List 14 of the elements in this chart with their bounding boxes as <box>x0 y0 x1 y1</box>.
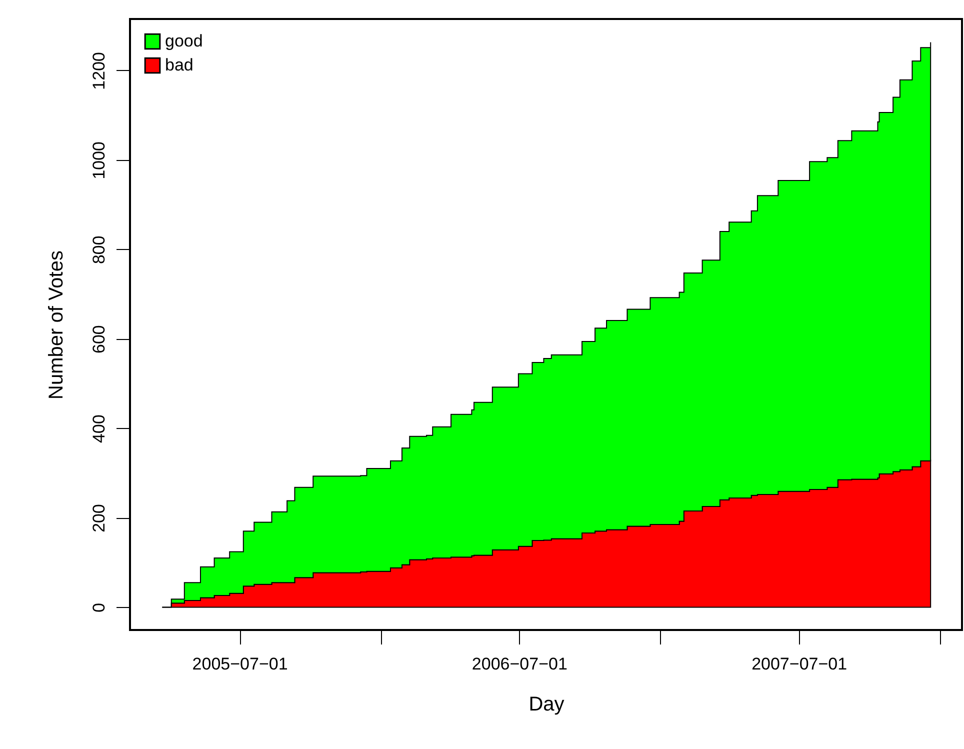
y-tick-label: 400 <box>90 414 108 443</box>
y-axis-title: Number of Votes <box>46 250 68 400</box>
y-tick-label: 0 <box>90 602 108 612</box>
legend-label: bad <box>165 56 194 74</box>
y-tick-label: 800 <box>90 236 108 264</box>
x-tick-label: 2005−07−01 <box>192 654 288 674</box>
y-tick-label: 600 <box>90 325 108 354</box>
x-tick-label: 2006−07−01 <box>472 654 568 674</box>
y-tick-label: 1200 <box>90 52 108 90</box>
legend-label: good <box>165 32 203 50</box>
x-tick-label: 2007−07−01 <box>752 654 848 674</box>
x-axis-title: Day <box>528 694 564 716</box>
y-tick-label: 1000 <box>90 141 108 180</box>
y-tick-label: 200 <box>90 504 108 532</box>
